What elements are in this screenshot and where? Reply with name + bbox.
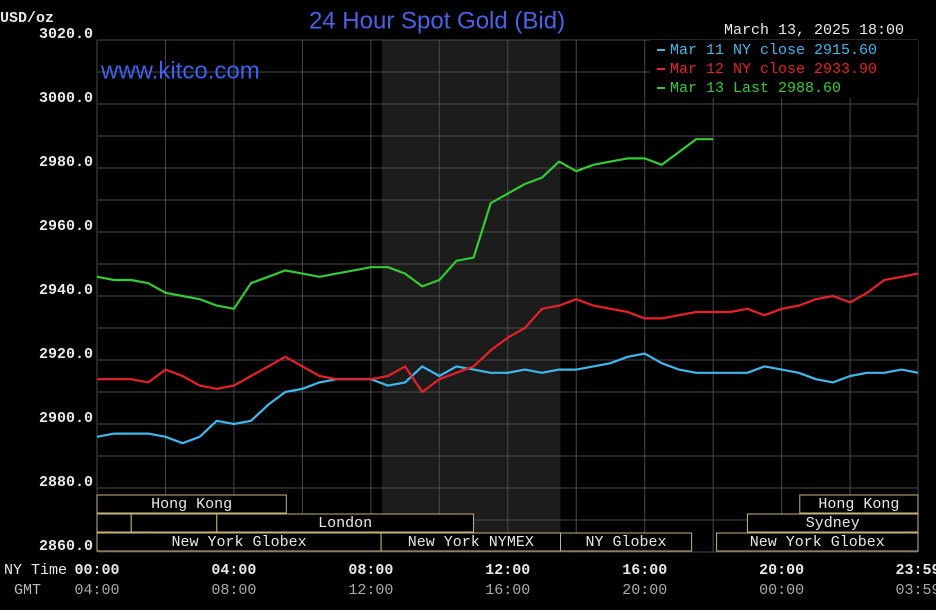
x-tick-label: 00:00 [74, 562, 119, 579]
legend-box [650, 40, 918, 98]
session-box [216, 513, 475, 533]
y-tick-label: 2920.0 [39, 346, 93, 363]
session-label: New York Globex [750, 534, 885, 551]
session-label: Sydney [806, 515, 860, 532]
timestamp: March 13, 2025 18:00 [724, 22, 904, 39]
y-tick-label: 2960.0 [39, 218, 93, 235]
x-tick-label: 12:00 [485, 562, 530, 579]
y-unit-label: USD/oz [0, 10, 54, 27]
x2-tick-label: 12:00 [348, 582, 393, 599]
y-tick-label: 2980.0 [39, 154, 93, 171]
session-box [799, 494, 919, 514]
x2-tick-label: 04:00 [74, 582, 119, 599]
legend-label: Mar 12 NY close 2933.90 [670, 61, 877, 78]
session-label: NY Globex [586, 534, 667, 551]
y-tick-label: 2900.0 [39, 410, 93, 427]
y-tick-label: 2940.0 [39, 282, 93, 299]
session-box [130, 513, 218, 533]
x-row-label: NY Time [4, 562, 67, 579]
y-tick-label: 3020.0 [39, 26, 93, 43]
session-label: London [318, 515, 372, 532]
x-tick-label: 16:00 [622, 562, 667, 579]
chart-title: 24 Hour Spot Gold (Bid) [309, 7, 565, 34]
watermark: www.kitco.com [100, 57, 260, 84]
session-label: New York NYMEX [408, 534, 534, 551]
session-box [746, 513, 919, 533]
x2-tick-label: 03:59 [895, 582, 936, 599]
session-box [96, 494, 287, 514]
x-tick-label: 08:00 [348, 562, 393, 579]
session-box [96, 513, 132, 533]
session-label: Hong Kong [151, 496, 232, 513]
legend-label: Mar 13 Last 2988.60 [670, 80, 841, 97]
session-label: New York Globex [172, 534, 307, 551]
y-tick-label: 2860.0 [39, 538, 93, 555]
session-box [716, 532, 919, 552]
y-tick-label: 3000.0 [39, 90, 93, 107]
series-line [96, 352, 919, 445]
session-box [560, 532, 693, 552]
series-line [96, 138, 714, 310]
session-label: Hong Kong [818, 496, 899, 513]
x-tick-label: 04:00 [211, 562, 256, 579]
y-tick-label: 2880.0 [39, 474, 93, 491]
x2-tick-label: 20:00 [622, 582, 667, 599]
x2-row-label: GMT [14, 582, 41, 599]
series-line [97, 272, 919, 394]
legend-label: Mar 11 NY close 2915.60 [670, 42, 877, 59]
x-tick-label: 23:59 [895, 562, 936, 579]
x2-tick-label: 00:00 [759, 582, 804, 599]
x2-tick-label: 16:00 [485, 582, 530, 599]
x2-tick-label: 08:00 [211, 582, 256, 599]
x-tick-label: 20:00 [759, 562, 804, 579]
